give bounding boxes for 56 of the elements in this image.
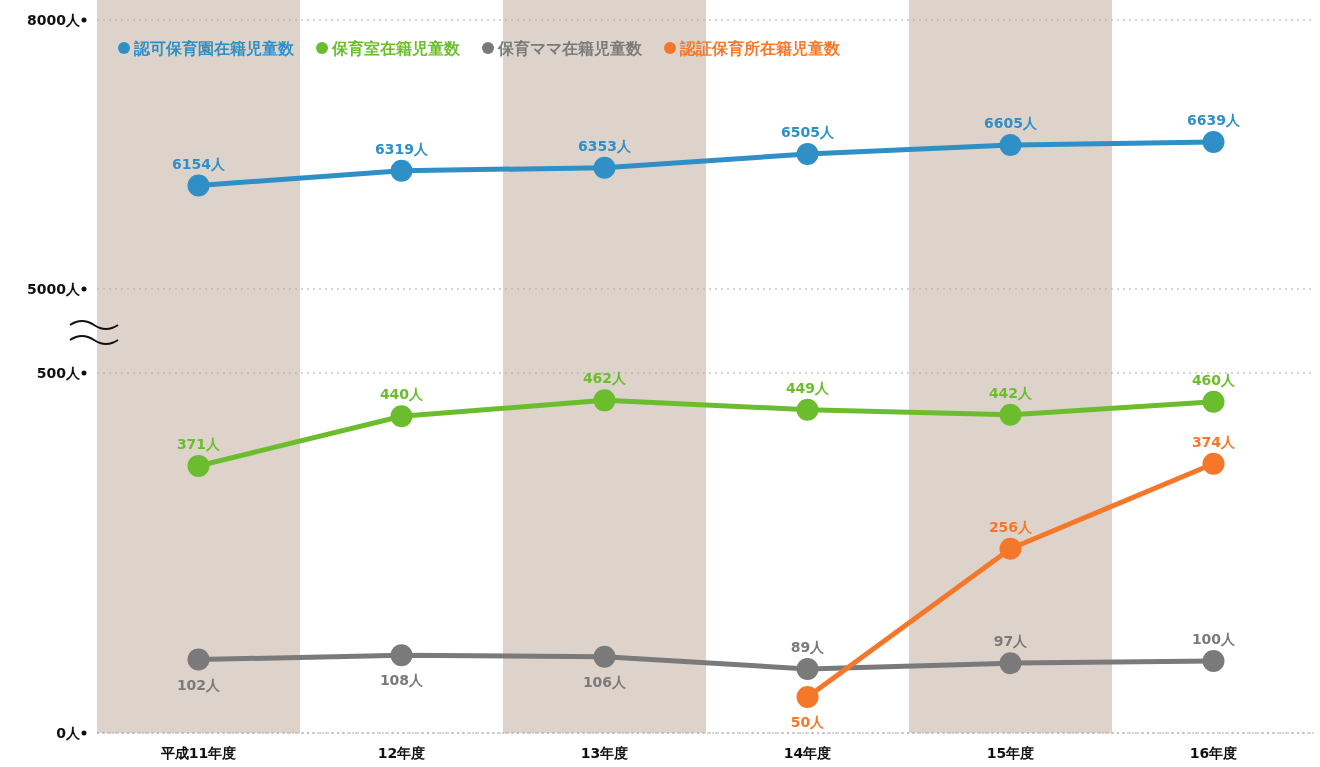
data-label: 374人 <box>1191 433 1237 450</box>
data-label: 6505人 <box>781 124 835 141</box>
point <box>593 645 616 668</box>
data-label: 6154人 <box>172 155 226 172</box>
point <box>999 537 1022 560</box>
x-tick-label: 14年度 <box>783 745 832 761</box>
x-tick-label: 16年度 <box>1189 745 1238 761</box>
data-label: 440人 <box>379 386 425 403</box>
data-label: 449人 <box>785 379 831 396</box>
x-tick-label: 平成11年度 <box>159 745 237 761</box>
x-tick-label: 15年度 <box>986 745 1035 761</box>
point <box>999 134 1022 157</box>
legend-label: 認証保育所在籍児童数 <box>679 39 841 58</box>
data-label: 462人 <box>582 370 628 387</box>
data-label: 102人 <box>176 676 222 693</box>
point <box>187 454 210 477</box>
point <box>187 648 210 671</box>
legend-label: 保育室在籍児童数 <box>331 39 461 58</box>
point <box>390 644 413 667</box>
y-tick-label: 5000人 <box>27 281 81 297</box>
point <box>796 657 819 680</box>
legend-label: 認可保育園在籍児童数 <box>133 39 295 58</box>
point <box>796 686 819 708</box>
point <box>1202 390 1225 413</box>
point <box>796 398 819 421</box>
point <box>390 405 413 428</box>
data-label: 442人 <box>988 384 1034 401</box>
point <box>1202 650 1225 672</box>
legend-label: 保育ママ在籍児童数 <box>497 39 643 58</box>
point <box>1202 452 1225 475</box>
data-label: 50人 <box>790 714 826 730</box>
data-label: 106人 <box>582 673 628 690</box>
y-tick-label: 0人 <box>56 725 81 741</box>
point <box>999 652 1022 675</box>
x-tick-label: 13年度 <box>580 745 629 761</box>
data-label: 6639人 <box>1187 112 1241 129</box>
data-label: 6319人 <box>375 140 429 157</box>
data-label: 89人 <box>790 638 826 655</box>
point <box>1202 131 1225 154</box>
data-label: 460人 <box>1191 371 1237 388</box>
x-tick-label: 12年度 <box>377 745 426 761</box>
data-label: 371人 <box>176 435 222 452</box>
point <box>796 143 819 166</box>
data-label: 108人 <box>379 672 425 689</box>
point <box>999 403 1022 426</box>
data-label: 6353人 <box>578 137 632 154</box>
point <box>593 389 616 412</box>
data-label: 100人 <box>1191 631 1237 647</box>
data-label: 97人 <box>993 633 1029 650</box>
data-label: 6605人 <box>984 115 1038 132</box>
y-tick-label: 500人 <box>36 365 81 381</box>
point <box>187 174 210 197</box>
point <box>593 156 616 179</box>
data-label: 256人 <box>988 518 1034 535</box>
point <box>390 159 413 182</box>
y-tick-label: 8000人 <box>27 12 81 28</box>
